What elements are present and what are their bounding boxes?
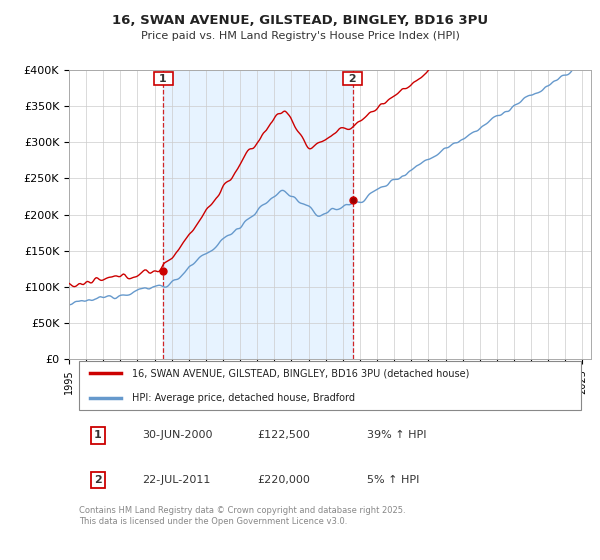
Text: £122,500: £122,500: [257, 431, 310, 440]
Text: 2: 2: [345, 73, 361, 83]
Bar: [163, 70, 353, 359]
Text: Price paid vs. HM Land Registry's House Price Index (HPI): Price paid vs. HM Land Registry's House …: [140, 31, 460, 41]
Text: HPI: Average price, detached house, Bradford: HPI: Average price, detached house, Brad…: [131, 393, 355, 403]
Text: £220,000: £220,000: [257, 475, 310, 485]
Text: 22-JUL-2011: 22-JUL-2011: [142, 475, 211, 485]
Text: Contains HM Land Registry data © Crown copyright and database right 2025.
This d: Contains HM Land Registry data © Crown c…: [79, 506, 406, 526]
Text: 30-JUN-2000: 30-JUN-2000: [142, 431, 212, 440]
Text: 1: 1: [155, 73, 171, 83]
Text: 16, SWAN AVENUE, GILSTEAD, BINGLEY, BD16 3PU: 16, SWAN AVENUE, GILSTEAD, BINGLEY, BD16…: [112, 14, 488, 27]
Text: 2: 2: [94, 475, 101, 485]
Text: 1: 1: [94, 431, 101, 440]
Text: 16, SWAN AVENUE, GILSTEAD, BINGLEY, BD16 3PU (detached house): 16, SWAN AVENUE, GILSTEAD, BINGLEY, BD16…: [131, 368, 469, 379]
FancyBboxPatch shape: [79, 361, 581, 410]
Text: 39% ↑ HPI: 39% ↑ HPI: [367, 431, 426, 440]
Text: 5% ↑ HPI: 5% ↑ HPI: [367, 475, 419, 485]
